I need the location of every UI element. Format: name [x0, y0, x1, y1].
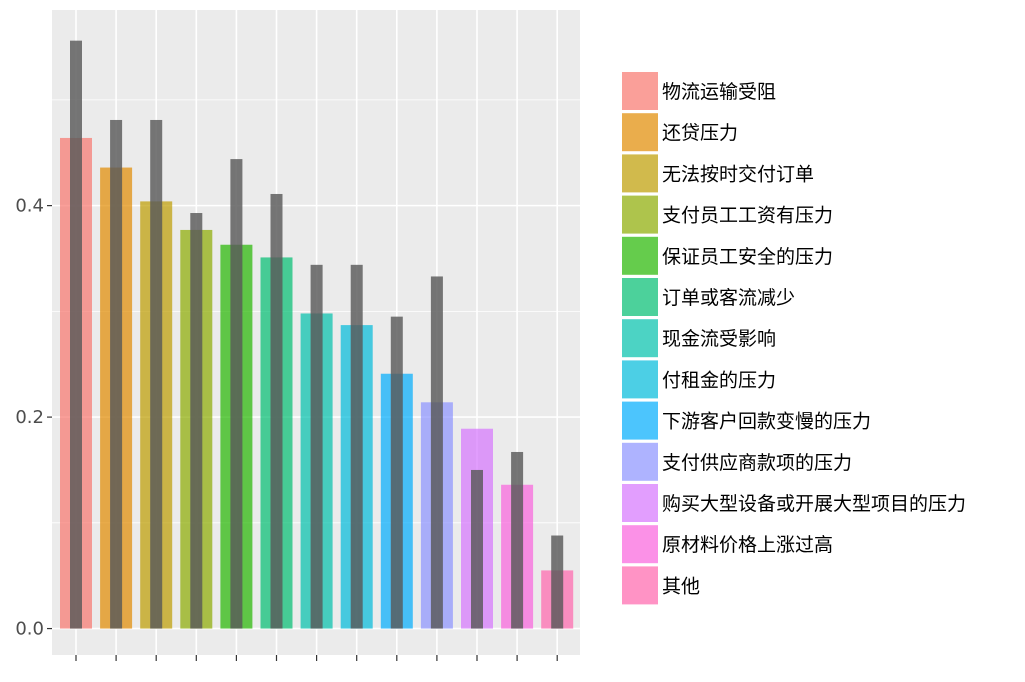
legend: 物流运输受阻还贷压力无法按时交付订单支付员工工资有压力保证员工安全的压力订单或客…	[622, 72, 966, 605]
overlay-bar-5	[230, 159, 243, 629]
overlay-bars	[70, 40, 564, 629]
legend-key-8	[622, 360, 658, 399]
legend-label-3: 无法按时交付订单	[662, 163, 814, 185]
overlay-bar-6	[270, 193, 283, 629]
legend-key-11	[622, 484, 658, 522]
overlay-bar-3	[150, 119, 163, 629]
y-tick-label: 0.2	[15, 407, 44, 428]
overlay-bar-8	[350, 264, 363, 629]
overlay-bar-13	[551, 535, 564, 629]
axes: 0.0 0.2 0.4	[15, 196, 558, 661]
legend-label-9: 下游客户回款变慢的压力	[662, 411, 871, 433]
legend-label-11: 购买大型设备或开展大型项目的压力	[662, 493, 966, 515]
legend-key-10	[622, 442, 658, 481]
legend-key-9	[622, 401, 658, 440]
legend-key-7	[622, 319, 658, 358]
legend-label-12: 原材料价格上涨过高	[662, 534, 833, 556]
legend-key-3	[622, 154, 658, 193]
legend-label-8: 付租金的压力	[662, 369, 776, 391]
legend-key-5	[622, 236, 658, 275]
legend-label-13: 其他	[662, 575, 700, 597]
legend-key-13	[622, 566, 658, 605]
y-tick-label: 0.4	[15, 196, 44, 217]
legend-key-6	[622, 278, 658, 316]
overlay-bar-4	[190, 213, 203, 629]
legend-label-6: 订单或客流减少	[662, 287, 795, 309]
y-tick-label: 0.0	[15, 619, 44, 640]
overlay-bar-11	[471, 469, 483, 629]
legend-key-1	[622, 72, 658, 110]
legend-key-2	[622, 113, 658, 152]
legend-label-10: 支付供应商款项的压力	[662, 452, 852, 474]
overlay-bar-10	[430, 276, 443, 629]
legend-key-4	[622, 195, 658, 234]
overlay-bar-2	[110, 119, 123, 629]
legend-label-1: 物流运输受阻	[662, 81, 776, 103]
overlay-bar-1	[70, 40, 82, 629]
legend-label-4: 支付员工工资有压力	[662, 205, 833, 227]
legend-label-2: 还贷压力	[662, 122, 738, 144]
legend-label-7: 现金流受影响	[662, 328, 776, 350]
overlay-bar-12	[511, 451, 524, 629]
legend-key-12	[622, 525, 658, 564]
overlay-bar-9	[390, 316, 403, 629]
legend-label-5: 保证员工安全的压力	[662, 246, 833, 268]
overlay-bar-7	[310, 264, 323, 629]
